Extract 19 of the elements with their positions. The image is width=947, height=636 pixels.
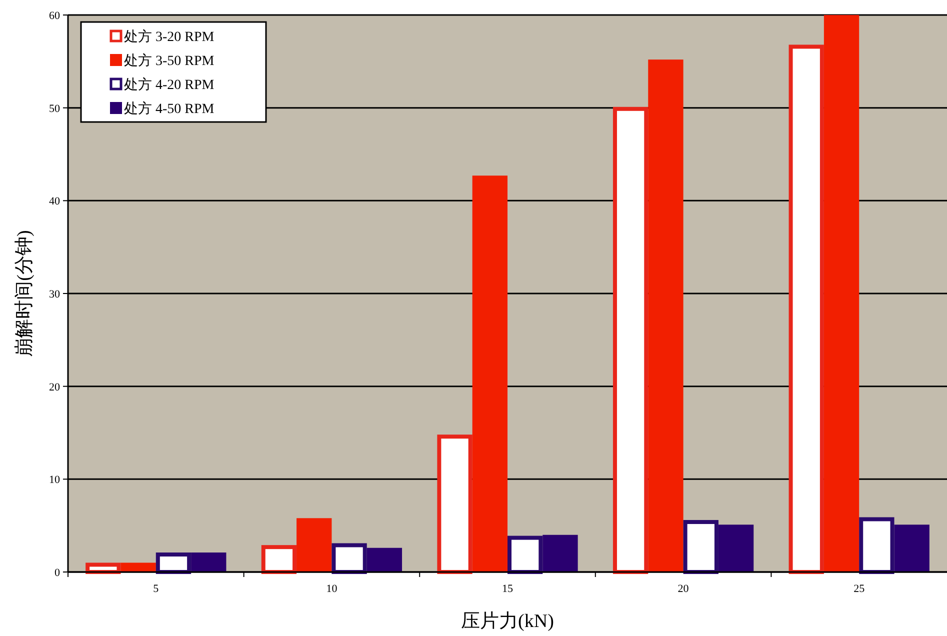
y-tick-label: 60 [49,10,60,22]
y-tick-label: 40 [49,196,60,208]
x-tick-label: 10 [326,583,338,595]
x-axis-title: 压片力(kN) [461,611,554,632]
y-axis-title: 崩解时间(分钟) [14,230,35,357]
x-tick-label: 25 [854,583,866,595]
y-tick-label: 20 [49,381,60,394]
legend-label: 处方 4-50 RPM [124,101,215,117]
y-tick-label: 0 [54,567,60,579]
y-tick-label: 30 [49,288,60,300]
legend-label: 处方 4-20 RPM [124,77,215,93]
legend-label: 处方 3-20 RPM [124,29,215,45]
y-tick-label: 50 [49,102,60,115]
bar [472,176,508,572]
legend-label: 处方 3-50 RPM [124,53,215,69]
x-tick-label: 15 [502,583,514,595]
x-tick-label: 20 [678,583,690,595]
y-tick-label: 10 [49,474,60,486]
x-tick-label: 5 [153,583,160,595]
